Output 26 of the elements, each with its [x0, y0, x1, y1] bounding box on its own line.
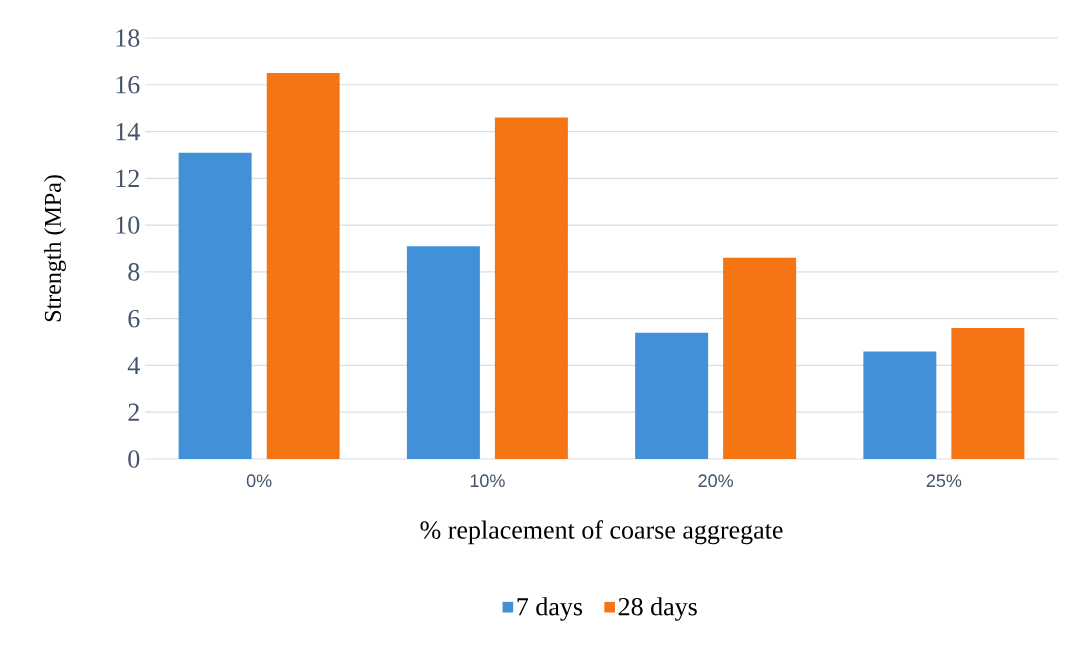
- bar: [723, 257, 797, 459]
- y-tick-label: 6: [128, 309, 140, 328]
- y-tick-label: 14: [116, 122, 140, 141]
- y-tick-label: 2: [128, 403, 139, 421]
- x-tick-label: 10%: [470, 474, 505, 488]
- y-tick-label: 12: [116, 169, 139, 187]
- x-tick-label: 20%: [698, 474, 733, 488]
- y-tick-label: 4: [127, 356, 140, 374]
- y-tick-label: 18: [116, 29, 140, 47]
- bar: [178, 152, 252, 459]
- bar: [406, 246, 480, 459]
- y-tick-label: 10: [116, 216, 140, 234]
- bar: [494, 117, 568, 459]
- legend-label: 7 days: [517, 597, 583, 621]
- bar: [863, 351, 937, 459]
- bar: [951, 328, 1025, 459]
- bar: [266, 73, 340, 459]
- y-tick-label: 0: [128, 450, 140, 468]
- x-tick-label: 0%: [246, 474, 272, 488]
- x-axis-title: % replacement of coarse aggregate: [420, 520, 783, 545]
- y-axis-title: Strength (MPa): [44, 175, 66, 322]
- x-tick-label: 25%: [926, 474, 962, 488]
- legend-label: 28 days: [618, 597, 697, 621]
- y-tick-label: 16: [116, 76, 140, 94]
- y-tick-label: 8: [128, 263, 140, 281]
- bar: [635, 332, 709, 459]
